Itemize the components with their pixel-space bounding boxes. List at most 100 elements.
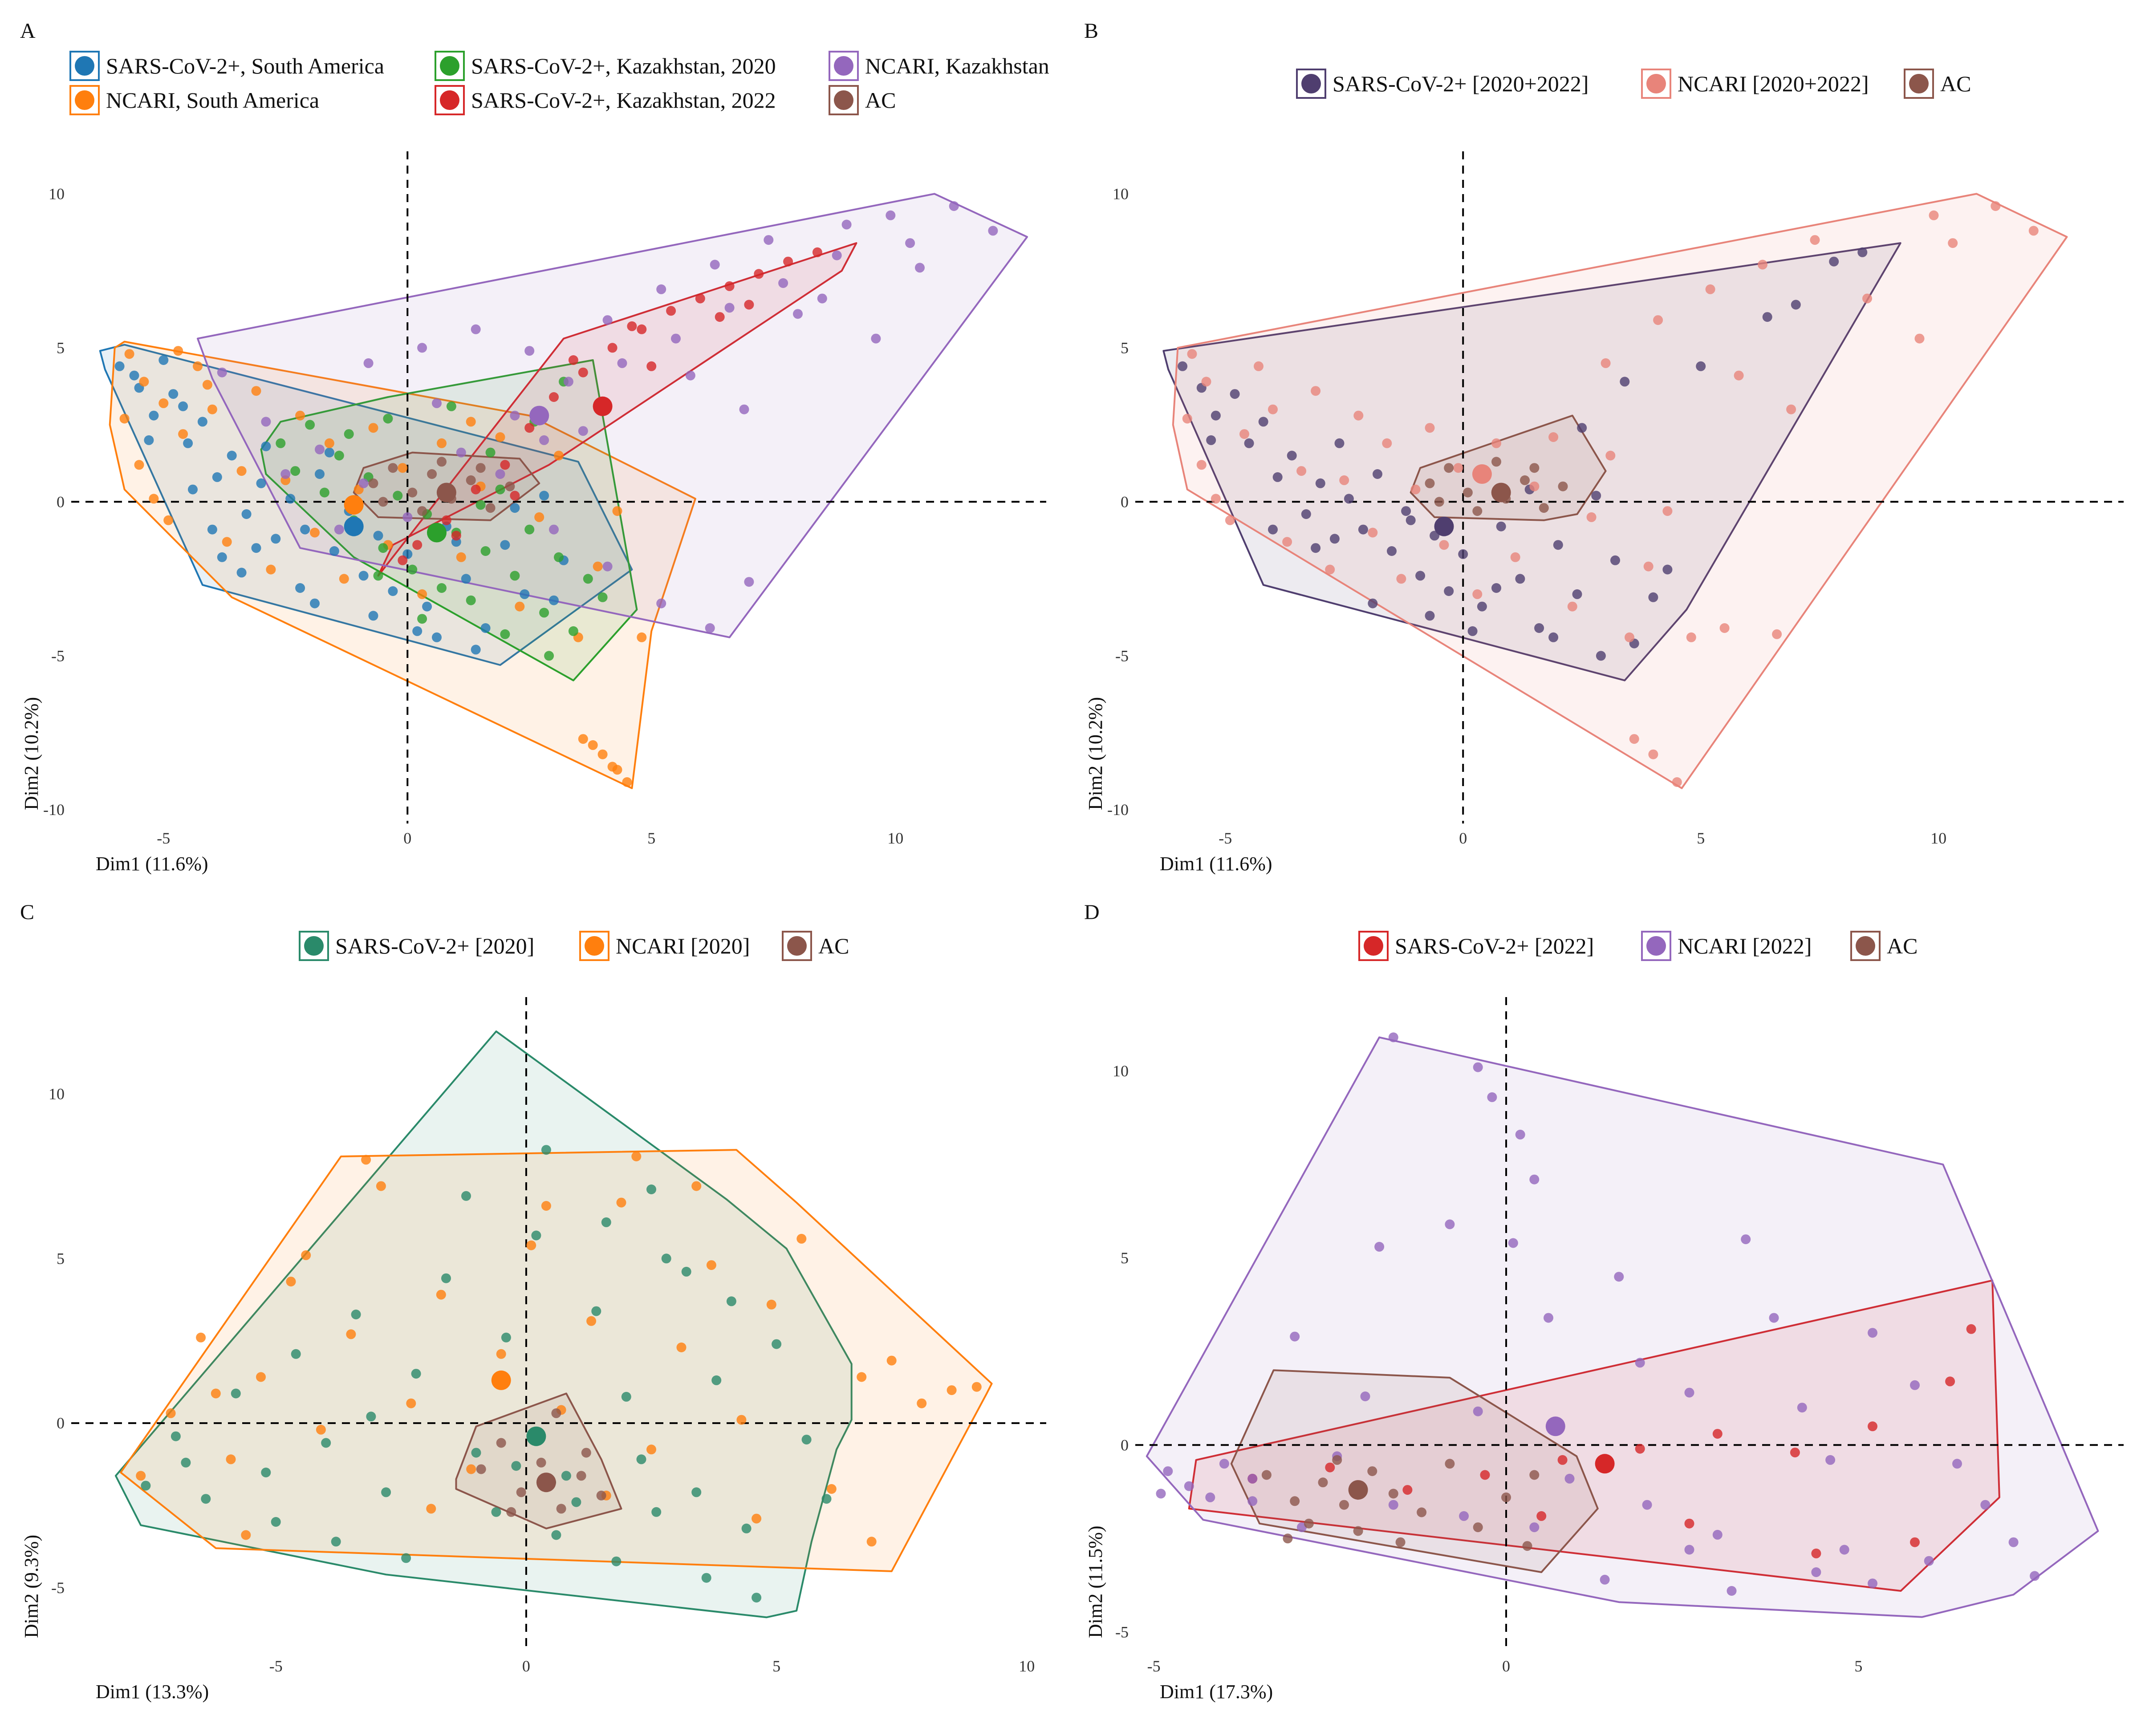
- data-point: [505, 481, 515, 491]
- data-point: [1318, 1477, 1328, 1488]
- legend-label: NCARI, South America: [106, 88, 319, 113]
- data-point: [388, 586, 398, 596]
- data-point: [1496, 521, 1506, 531]
- data-point: [1219, 1459, 1229, 1469]
- data-point: [1311, 386, 1321, 396]
- legend-item-sars-cov-2-kazakhstan-2022[interactable]: SARS-CoV-2+, Kazakhstan, 2022: [435, 85, 776, 115]
- data-point: [1339, 1500, 1349, 1510]
- data-point: [1491, 438, 1501, 448]
- data-point: [344, 429, 354, 439]
- data-point: [300, 524, 310, 535]
- data-point: [631, 1152, 642, 1161]
- legend-key-dot: [304, 936, 324, 956]
- data-point: [1910, 1380, 1920, 1390]
- data-point: [571, 1497, 581, 1507]
- data-point: [149, 494, 159, 504]
- legend-item-sars-cov-2-kazakhstan-2020[interactable]: SARS-CoV-2+, Kazakhstan, 2020: [435, 51, 776, 81]
- data-point: [578, 734, 588, 744]
- legend-item-ac[interactable]: AC: [782, 931, 849, 961]
- data-point: [1712, 1529, 1723, 1540]
- data-point: [1187, 349, 1197, 359]
- y-tick-label: 0: [57, 1414, 65, 1432]
- legend-key-box: [69, 85, 100, 115]
- data-point: [1515, 1129, 1525, 1140]
- data-point: [637, 324, 647, 334]
- data-point: [866, 1537, 877, 1547]
- data-point: [226, 1454, 236, 1464]
- data-point: [1635, 1358, 1645, 1368]
- y-axis-title: Dim2 (10.2%): [1085, 697, 1106, 810]
- legend-item-ncari-south-america[interactable]: NCARI, South America: [69, 85, 319, 115]
- data-point: [1529, 1522, 1540, 1533]
- data-point: [1684, 1545, 1694, 1555]
- legend-item-ncari-2020[interactable]: NCARI [2020]: [579, 931, 750, 961]
- data-point: [812, 247, 822, 257]
- x-tick-label: 10: [1019, 1657, 1035, 1675]
- data-point: [1258, 417, 1268, 427]
- data-point: [376, 1181, 386, 1191]
- data-point: [1810, 235, 1820, 245]
- x-tick-label: 5: [772, 1657, 780, 1675]
- data-point: [1472, 589, 1483, 599]
- data-point: [417, 589, 427, 599]
- x-tick-label: 10: [887, 829, 903, 847]
- legend-item-ncari-2020-2022[interactable]: NCARI [2020+2022]: [1641, 69, 1869, 99]
- data-point: [500, 629, 510, 639]
- y-tick-label: 5: [57, 1249, 65, 1267]
- data-point: [1225, 515, 1235, 525]
- data-point: [114, 361, 125, 371]
- legend-item-sars-cov-2-2022[interactable]: SARS-CoV-2+ [2022]: [1358, 931, 1594, 961]
- data-point: [383, 414, 393, 424]
- data-point: [568, 626, 578, 636]
- centroid-ncari-2020-2022: [1472, 464, 1492, 484]
- data-point: [1373, 469, 1382, 479]
- legend-item-ac[interactable]: AC: [829, 85, 896, 115]
- y-tick-label: -5: [1115, 1623, 1129, 1641]
- data-point: [586, 1316, 597, 1326]
- data-point: [398, 463, 408, 473]
- x-tick-label: 0: [1502, 1657, 1510, 1675]
- hull-sars-cov-2-2020: [114, 1030, 853, 1618]
- data-point: [556, 1504, 566, 1514]
- legend-item-sars-cov-2-2020[interactable]: SARS-CoV-2+ [2020]: [299, 931, 534, 961]
- data-point: [1459, 1511, 1469, 1521]
- data-point: [1247, 1473, 1258, 1484]
- centroid-sars-cov-2-2020-2022: [1434, 516, 1454, 536]
- x-tick-label: -5: [1219, 829, 1232, 847]
- data-point: [271, 1517, 281, 1527]
- data-point: [1719, 623, 1730, 633]
- data-point: [1839, 1545, 1849, 1555]
- panel-d: D -5 0 5 -5 0 5 10 Dim1 (17.3%) Dim2 (11.5%) SARS-…: [1084, 900, 2124, 1703]
- data-point: [593, 561, 603, 572]
- data-point: [646, 1184, 656, 1194]
- data-point: [801, 1435, 812, 1445]
- data-point: [646, 361, 657, 371]
- data-point: [178, 429, 188, 439]
- legend-item-ac[interactable]: AC: [1904, 69, 1971, 99]
- data-point: [549, 392, 559, 402]
- data-point: [516, 1487, 526, 1497]
- data-point: [1567, 601, 1577, 612]
- legend-key-box: [69, 51, 100, 81]
- legend-item-ncari-kazakhstan[interactable]: NCARI, Kazakhstan: [829, 51, 1049, 81]
- data-point: [1344, 494, 1354, 504]
- data-point: [783, 256, 793, 267]
- legend-item-sars-cov-2-2020-2022[interactable]: SARS-CoV-2+ [2020+2022]: [1296, 69, 1589, 99]
- data-point: [196, 1332, 206, 1343]
- legend-item-ncari-2022[interactable]: NCARI [2022]: [1641, 931, 1812, 961]
- data-point: [1868, 1421, 1877, 1432]
- legend-item-ac[interactable]: AC: [1850, 931, 1918, 961]
- data-point: [261, 1468, 271, 1477]
- data-point: [241, 509, 252, 519]
- series-ac: [476, 1408, 606, 1517]
- data-point: [656, 284, 666, 294]
- data-point: [520, 589, 530, 599]
- x-tick-label: -5: [269, 1657, 283, 1675]
- legend-key-dot: [1646, 936, 1666, 956]
- legend-item-sars-cov-2-south-america[interactable]: SARS-CoV-2+, South America: [69, 51, 384, 81]
- y-tick-label: 0: [57, 493, 65, 511]
- hull-sars-cov-2-2020-2022: [1162, 242, 1901, 681]
- data-point: [1304, 1518, 1314, 1529]
- data-point: [915, 263, 925, 273]
- data-point: [1368, 598, 1378, 608]
